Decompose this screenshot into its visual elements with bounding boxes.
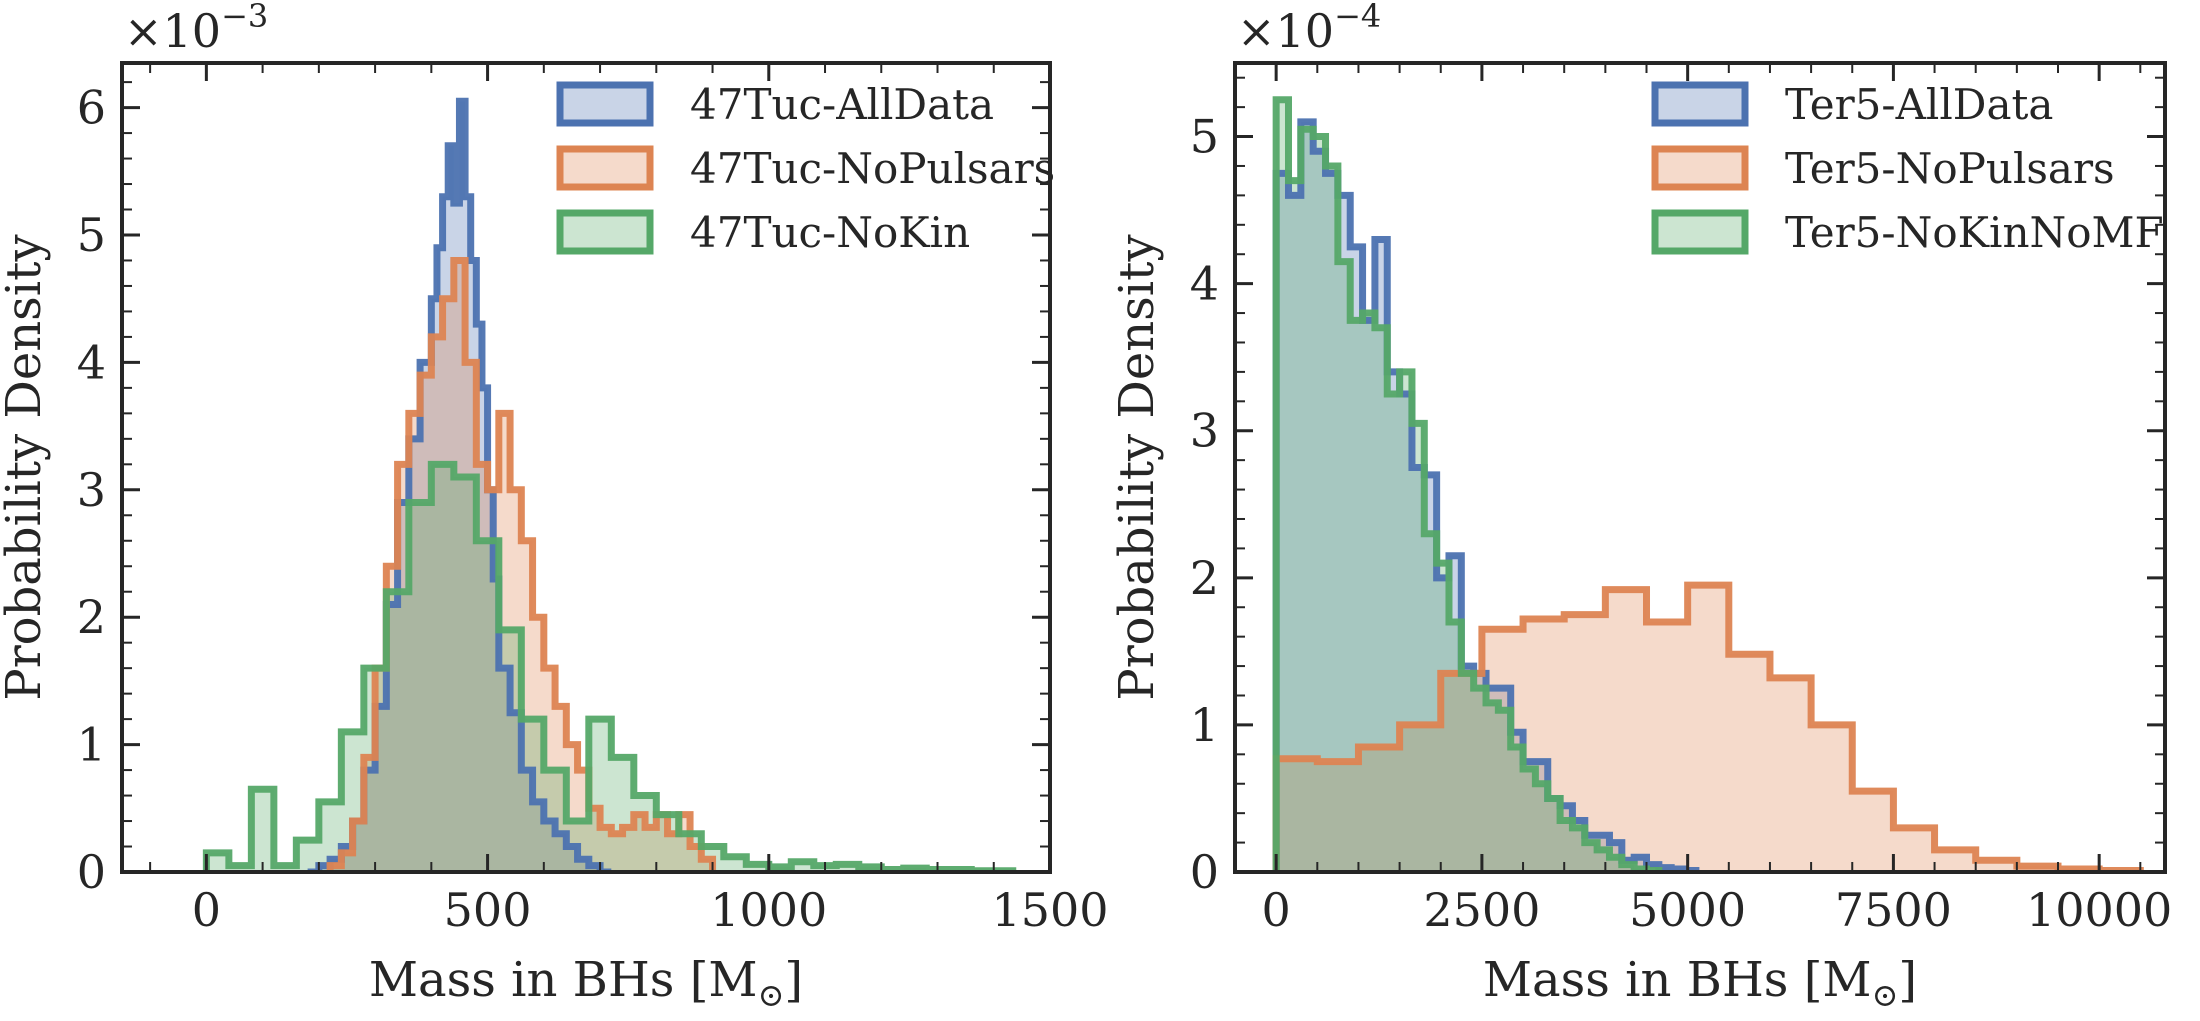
ytick-label: 0 [1190, 845, 1219, 899]
plot-frame [120, 61, 1052, 874]
ytick-label: 1 [77, 718, 106, 772]
ytick-label: 5 [77, 208, 106, 262]
legend-label: Ter5-NoKinNoMF [1785, 208, 2164, 257]
legend-swatch [1651, 81, 1749, 127]
xtick-label: 10000 [2026, 883, 2172, 937]
ytick-label: 0 [77, 845, 106, 899]
legend-label: Ter5-AllData [1785, 80, 2053, 129]
hist-outline-47tuc-alldata [307, 97, 612, 872]
plot-frame [1233, 61, 2167, 874]
ytick-label: 3 [77, 463, 106, 517]
xtick-label: 1000 [710, 883, 827, 937]
scale-factor-label: ×10−3 [124, 0, 268, 58]
legend-item-ter5-nopulsars: Ter5-NoPulsars [1651, 144, 2115, 193]
xtick-label: 1500 [991, 883, 1108, 937]
ytick-label: 4 [1190, 257, 1219, 311]
xtick-label: 2500 [1423, 883, 1540, 937]
ytick-label: 3 [1190, 404, 1219, 458]
hist-outline-ter5-nokinnomf [1272, 96, 1663, 872]
legend-swatch [556, 81, 654, 127]
ytick-label: 5 [1190, 110, 1219, 164]
legend-item-47tuc-nopulsars: 47Tuc-NoPulsars [556, 144, 1055, 193]
legend-label: 47Tuc-NoPulsars [690, 144, 1055, 193]
hist-fill-47tuc-nokin [206, 464, 1017, 872]
legend-item-47tuc-nokin: 47Tuc-NoKin [556, 208, 970, 257]
xtick-label: 500 [444, 883, 532, 937]
legend-item-ter5-nokinnomf: Ter5-NoKinNoMF [1651, 208, 2164, 257]
hist-fill-ter5-nopulsars [1276, 585, 2141, 872]
xtick-label: 0 [192, 883, 221, 937]
hist-outline-ter5-nopulsars [1272, 581, 2144, 872]
x-axis-title: Mass in BHs [M⊙] [1483, 952, 1917, 1014]
legend-swatch [556, 209, 654, 255]
y-axis-title: Probability Density [1109, 234, 1165, 700]
legend-label: Ter5-NoPulsars [1785, 144, 2115, 193]
ytick-label: 4 [77, 335, 106, 389]
legend-item-47tuc-alldata: 47Tuc-AllData [556, 80, 994, 129]
panel-ter5: 0 2500 5000 7500 10000 0 1 2 3 4 5 ×10−4 Mass in BHs… [1109, 0, 2172, 1014]
legend-swatch [1651, 209, 1749, 255]
hist-fill-ter5-alldata [1276, 121, 1696, 872]
ytick-label: 2 [77, 590, 106, 644]
legend-label: 47Tuc-AllData [690, 80, 994, 129]
hist-outline-47tuc-nokin [202, 460, 1017, 872]
hist-fill-47tuc-alldata [307, 101, 612, 872]
ytick-label: 6 [77, 81, 106, 135]
y-axis-title: Probability Density [0, 234, 52, 700]
xtick-label: 7500 [1835, 883, 1952, 937]
xtick-label: 5000 [1629, 883, 1746, 937]
x-axis-title: Mass in BHs [M⊙] [369, 952, 803, 1014]
legend-item-ter5-alldata: Ter5-AllData [1651, 80, 2053, 129]
ytick-label: 1 [1190, 698, 1219, 752]
legend-swatch [1651, 145, 1749, 191]
panel-47tuc: 0 500 1000 1500 0 1 2 3 4 5 6 ×10−3 Mass in BHs [M⊙]… [0, 0, 1109, 1014]
hist-outline-47tuc-nopulsars [326, 256, 717, 872]
legend-label: 47Tuc-NoKin [690, 208, 970, 257]
xtick-label: 0 [1262, 883, 1291, 937]
hist-fill-47tuc-nopulsars [330, 260, 713, 872]
ytick-label: 2 [1190, 551, 1219, 605]
hist-fill-ter5-nokinnomf [1276, 99, 1659, 872]
scale-factor-label: ×10−4 [1237, 0, 1381, 58]
legend-swatch [556, 145, 654, 191]
